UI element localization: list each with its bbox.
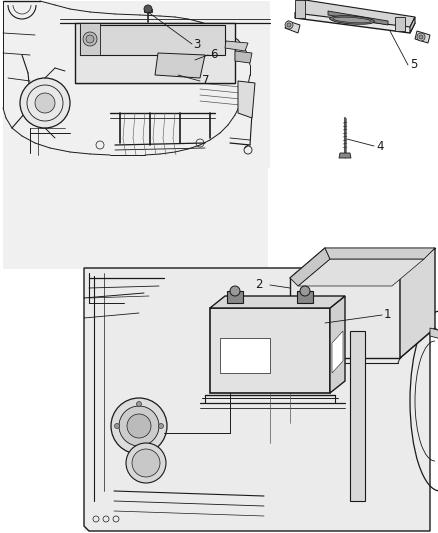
Polygon shape (220, 338, 270, 373)
Circle shape (285, 21, 293, 29)
Circle shape (417, 33, 425, 41)
Circle shape (83, 32, 97, 46)
Text: E: E (240, 349, 249, 363)
Circle shape (119, 406, 159, 446)
Polygon shape (290, 248, 330, 286)
Circle shape (114, 424, 120, 429)
Circle shape (132, 449, 160, 477)
Polygon shape (415, 31, 430, 43)
Text: 6: 6 (210, 49, 218, 61)
Polygon shape (350, 331, 365, 501)
Polygon shape (310, 108, 410, 173)
Polygon shape (339, 153, 351, 158)
Polygon shape (227, 291, 243, 303)
Circle shape (111, 398, 167, 454)
Polygon shape (285, 21, 300, 33)
Circle shape (300, 286, 310, 296)
Circle shape (137, 446, 141, 450)
Polygon shape (75, 23, 235, 83)
Circle shape (419, 35, 423, 39)
Polygon shape (295, 0, 415, 27)
Polygon shape (238, 81, 255, 118)
Text: 5: 5 (410, 59, 417, 71)
Circle shape (86, 35, 94, 43)
Circle shape (405, 283, 415, 293)
Polygon shape (155, 53, 205, 78)
Text: 2: 2 (255, 279, 262, 292)
Polygon shape (3, 1, 270, 269)
Polygon shape (210, 308, 330, 393)
Polygon shape (332, 331, 343, 373)
Circle shape (20, 78, 70, 128)
Circle shape (402, 280, 418, 296)
Circle shape (230, 286, 240, 296)
Text: 4: 4 (376, 140, 384, 152)
Polygon shape (290, 278, 400, 358)
Polygon shape (400, 248, 435, 358)
Polygon shape (298, 259, 424, 286)
Polygon shape (80, 23, 100, 55)
Circle shape (144, 5, 152, 13)
Polygon shape (330, 296, 345, 393)
Circle shape (137, 401, 141, 407)
Polygon shape (84, 268, 430, 531)
Polygon shape (328, 11, 388, 25)
Polygon shape (410, 17, 415, 33)
Polygon shape (295, 0, 305, 18)
Polygon shape (395, 17, 405, 31)
Ellipse shape (333, 17, 371, 23)
Polygon shape (282, 0, 438, 103)
Circle shape (127, 414, 151, 438)
Text: 7: 7 (202, 75, 209, 87)
Text: 1: 1 (384, 309, 392, 321)
Polygon shape (210, 296, 345, 308)
Polygon shape (430, 328, 438, 340)
Polygon shape (297, 291, 313, 303)
Polygon shape (295, 5, 415, 33)
Polygon shape (268, 168, 438, 378)
Circle shape (159, 424, 163, 429)
Polygon shape (295, 0, 305, 18)
Polygon shape (80, 25, 225, 55)
Circle shape (287, 23, 291, 27)
Polygon shape (325, 248, 435, 259)
Circle shape (35, 93, 55, 113)
Ellipse shape (329, 15, 374, 25)
Polygon shape (225, 41, 248, 51)
Polygon shape (84, 268, 430, 531)
Text: 3: 3 (193, 37, 200, 51)
Polygon shape (235, 51, 252, 63)
Polygon shape (144, 9, 152, 12)
Circle shape (126, 443, 166, 483)
